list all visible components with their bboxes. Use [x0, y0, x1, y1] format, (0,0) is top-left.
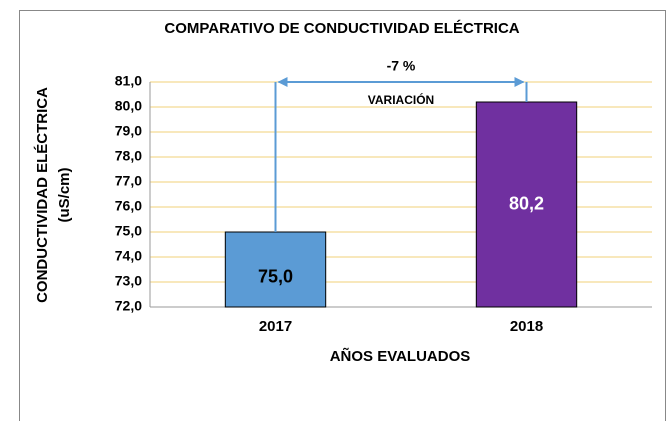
x-axis-title: AÑOS EVALUADOS: [330, 347, 471, 365]
y-tick-label: 81,0: [115, 73, 142, 89]
y-axis-title: CONDUCTIVIDAD ELÉCTRICA: [34, 87, 51, 303]
chart-title: COMPARATIVO DE CONDUCTIVIDAD ELÉCTRICA: [164, 20, 519, 37]
bar: [475, 101, 578, 308]
annotation: -7 %: [387, 58, 416, 74]
y-tick-label: 76,0: [115, 198, 142, 214]
y-tick-label: 78,0: [115, 148, 142, 164]
bar: [224, 231, 327, 308]
y-tick-label: 77,0: [115, 173, 142, 189]
x-tick-label: 2017: [259, 318, 292, 335]
x-tick-label: 2018: [510, 318, 543, 335]
annotation: VARIACIÓN: [368, 92, 434, 107]
arrow-head: [277, 77, 288, 87]
y-tick-label: 80,0: [115, 98, 142, 114]
value-label: 75,0: [258, 266, 293, 286]
y-tick-label: 79,0: [115, 123, 142, 139]
arrow-head: [514, 77, 525, 87]
value-label: 80,2: [509, 193, 544, 213]
y-tick-label: 75,0: [115, 223, 142, 239]
y-tick-label: 74,0: [115, 248, 142, 264]
y-axis-title: (uS/cm): [56, 167, 73, 222]
y-tick-label: 73,0: [115, 273, 142, 289]
y-tick-label: 72,0: [115, 298, 142, 314]
